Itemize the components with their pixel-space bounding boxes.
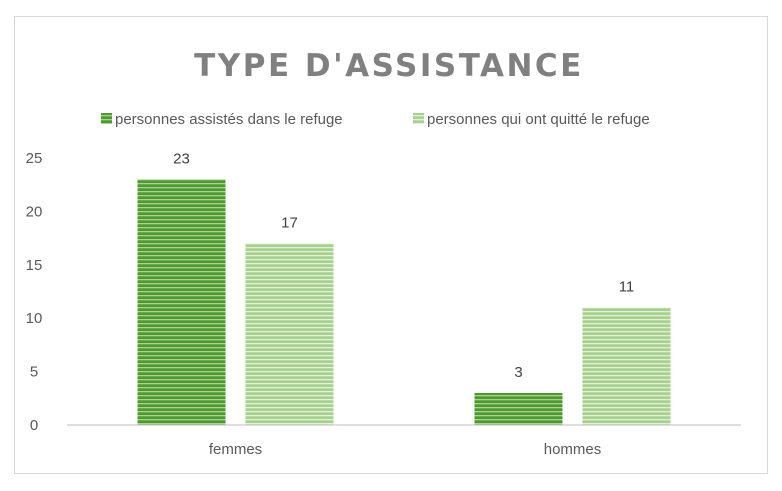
category-label-femmes: femmes [209, 441, 262, 458]
legend: personnes assistés dans le refuge person… [101, 111, 650, 128]
legend-swatch-assistes [101, 113, 112, 124]
legend-label-assistes: personnes assistés dans le refuge [115, 111, 343, 128]
y-tick-label: 15 [26, 257, 43, 274]
bar-hommes-series-1 [474, 392, 563, 425]
bars-group [137, 179, 671, 425]
y-tick-label: 20 [26, 203, 43, 220]
data-label: 11 [619, 279, 635, 296]
data-label: 3 [514, 364, 522, 381]
y-tick-label: 25 [26, 150, 43, 167]
category-label-hommes: hommes [544, 441, 602, 458]
data-label: 17 [281, 214, 298, 231]
y-tick-label: 5 [30, 364, 38, 381]
y-tick-label: 0 [30, 417, 38, 434]
x-axis: femmes hommes [209, 441, 601, 458]
legend-swatch-quitte [413, 113, 424, 124]
bar-hommes-series-2 [582, 307, 671, 425]
y-tick-label: 10 [26, 310, 43, 327]
y-axis: 0 5 10 15 20 25 [26, 150, 43, 434]
legend-label-quitte: personnes qui ont quitté le refuge [427, 111, 650, 128]
data-label: 23 [173, 150, 190, 167]
chart-title: TYPE D'ASSISTANCE [194, 48, 584, 84]
data-labels-group: 23 17 3 11 [173, 150, 634, 381]
bar-chart: TYPE D'ASSISTANCE personnes assistés dan… [26, 48, 741, 458]
bar-femmes-series-1 [137, 179, 226, 425]
bar-femmes-series-2 [245, 243, 334, 425]
chart-frame: TYPE D'ASSISTANCE personnes assistés dan… [14, 16, 768, 474]
